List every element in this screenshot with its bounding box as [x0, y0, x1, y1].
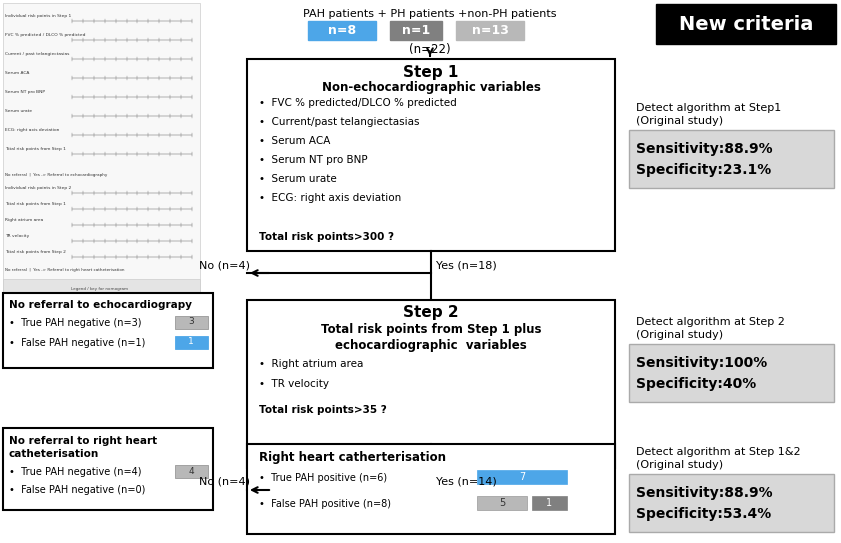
Text: •  False PAH negative (n=0): • False PAH negative (n=0) — [9, 485, 145, 495]
Text: Sensitivity:100%: Sensitivity:100% — [636, 356, 767, 370]
Text: Right heart catherterisation: Right heart catherterisation — [259, 451, 446, 464]
Text: •  True PAH negative (n=3): • True PAH negative (n=3) — [9, 318, 141, 328]
Text: 1: 1 — [546, 498, 552, 508]
Text: Step 2: Step 2 — [403, 306, 459, 320]
Text: Total risk points from Step 1: Total risk points from Step 1 — [5, 202, 66, 206]
FancyBboxPatch shape — [656, 4, 836, 44]
Text: Yes (n=18): Yes (n=18) — [436, 260, 497, 270]
Text: FVC % predicted / DLCO % predicted: FVC % predicted / DLCO % predicted — [5, 33, 86, 37]
FancyBboxPatch shape — [456, 21, 524, 40]
Text: Sensitivity:88.9%: Sensitivity:88.9% — [636, 486, 773, 500]
FancyBboxPatch shape — [3, 428, 213, 510]
Text: Legend / key for nomogram: Legend / key for nomogram — [71, 287, 129, 291]
Text: Specificity:40%: Specificity:40% — [636, 377, 756, 391]
Text: Individual risk points in Step 1: Individual risk points in Step 1 — [5, 14, 71, 18]
Text: Detect algorithm at Step 2: Detect algorithm at Step 2 — [636, 317, 785, 327]
Text: PAH patients + PH patients +non-PH patients: PAH patients + PH patients +non-PH patie… — [304, 9, 557, 19]
Text: •  True PAH negative (n=4): • True PAH negative (n=4) — [9, 467, 141, 477]
FancyBboxPatch shape — [308, 21, 376, 40]
Text: 4: 4 — [188, 466, 193, 476]
Text: 3: 3 — [188, 318, 194, 326]
FancyBboxPatch shape — [175, 336, 208, 349]
Text: Total risk points from Step 1: Total risk points from Step 1 — [5, 147, 66, 151]
Text: No referral  |  Yes -> Referral to right heart catheterisation: No referral | Yes -> Referral to right h… — [5, 268, 124, 272]
Text: Individual risk points in Step 2: Individual risk points in Step 2 — [5, 186, 71, 190]
Text: n=13: n=13 — [472, 23, 509, 36]
FancyBboxPatch shape — [3, 3, 200, 303]
FancyBboxPatch shape — [3, 279, 200, 299]
Text: n=1: n=1 — [402, 23, 430, 36]
Text: Right atrium area: Right atrium area — [5, 218, 43, 222]
Text: (Original study): (Original study) — [636, 460, 723, 470]
Text: Detect algorithm at Step1: Detect algorithm at Step1 — [636, 103, 781, 113]
FancyBboxPatch shape — [390, 21, 442, 40]
FancyBboxPatch shape — [477, 470, 567, 484]
FancyBboxPatch shape — [477, 496, 527, 510]
Text: n=8: n=8 — [328, 23, 356, 36]
FancyBboxPatch shape — [247, 59, 615, 251]
Text: •  Current/past telangiectasias: • Current/past telangiectasias — [259, 117, 420, 127]
Text: Current / past telangiectasias: Current / past telangiectasias — [5, 52, 69, 56]
FancyBboxPatch shape — [629, 474, 834, 532]
Text: •  Serum ACA: • Serum ACA — [259, 136, 331, 146]
Text: Detect algorithm at Step 1&2: Detect algorithm at Step 1&2 — [636, 447, 801, 457]
Text: •  False PAH negative (n=1): • False PAH negative (n=1) — [9, 338, 145, 348]
Text: Serum ACA: Serum ACA — [5, 71, 29, 75]
Text: ECG: right axis deviation: ECG: right axis deviation — [5, 128, 60, 132]
Text: Total risk points from Step 2: Total risk points from Step 2 — [5, 250, 66, 254]
Text: (n=22): (n=22) — [410, 43, 451, 56]
Text: No referral to echocardiograpy: No referral to echocardiograpy — [9, 300, 192, 310]
Text: Yes (n=14): Yes (n=14) — [436, 477, 497, 487]
Text: •  ECG: right axis deviation: • ECG: right axis deviation — [259, 193, 401, 203]
FancyBboxPatch shape — [247, 300, 615, 468]
Text: No (n=4): No (n=4) — [199, 477, 251, 487]
Text: •  Serum NT pro BNP: • Serum NT pro BNP — [259, 155, 368, 165]
Text: TR velocity: TR velocity — [5, 234, 29, 238]
FancyBboxPatch shape — [532, 496, 567, 510]
Text: Specificity:53.4%: Specificity:53.4% — [636, 507, 771, 521]
Text: Total risk points>35 ?: Total risk points>35 ? — [259, 405, 387, 415]
Text: Step 1: Step 1 — [404, 65, 458, 79]
FancyBboxPatch shape — [247, 444, 615, 534]
Text: No (n=4): No (n=4) — [199, 260, 251, 270]
Text: (Original study): (Original study) — [636, 116, 723, 126]
Text: •  TR velocity: • TR velocity — [259, 379, 329, 389]
Text: •  False PAH positive (n=8): • False PAH positive (n=8) — [259, 499, 391, 509]
FancyBboxPatch shape — [629, 130, 834, 188]
FancyBboxPatch shape — [3, 293, 213, 368]
FancyBboxPatch shape — [175, 465, 208, 478]
Text: •  True PAH positive (n=6): • True PAH positive (n=6) — [259, 473, 387, 483]
Text: New criteria: New criteria — [679, 15, 813, 34]
Text: •  Right atrium area: • Right atrium area — [259, 359, 363, 369]
Text: •  Serum urate: • Serum urate — [259, 174, 336, 184]
Text: Sensitivity:88.9%: Sensitivity:88.9% — [636, 142, 773, 156]
FancyBboxPatch shape — [629, 344, 834, 402]
Text: No referral  |  Yes -> Referral to echocardiography: No referral | Yes -> Referral to echocar… — [5, 173, 108, 177]
Text: Non-echocardiographic variables: Non-echocardiographic variables — [321, 80, 541, 93]
Text: catheterisation: catheterisation — [9, 449, 99, 459]
Text: Serum urate: Serum urate — [5, 109, 32, 113]
Text: No referral to right heart: No referral to right heart — [9, 436, 157, 446]
Text: Specificity:23.1%: Specificity:23.1% — [636, 163, 771, 177]
Text: Serum NT pro BNP: Serum NT pro BNP — [5, 90, 45, 94]
Text: 7: 7 — [519, 472, 525, 482]
Text: Total risk points from Step 1 plus: Total risk points from Step 1 plus — [320, 324, 542, 337]
FancyBboxPatch shape — [175, 316, 208, 329]
Text: (Original study): (Original study) — [636, 330, 723, 340]
Text: •  FVC % predicted/DLCO % predicted: • FVC % predicted/DLCO % predicted — [259, 98, 457, 108]
Text: Total risk points>300 ?: Total risk points>300 ? — [259, 232, 394, 242]
Text: 1: 1 — [188, 338, 194, 346]
Text: echocardiographic  variables: echocardiographic variables — [335, 339, 526, 352]
Text: 5: 5 — [499, 498, 505, 508]
